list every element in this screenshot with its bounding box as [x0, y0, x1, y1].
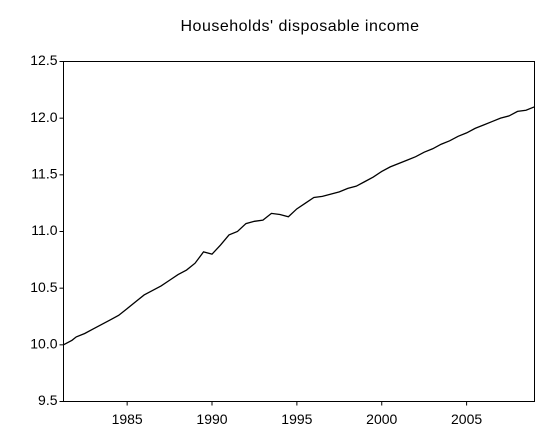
x-tick-label: 1985 [112, 411, 143, 427]
chart-title: Households' disposable income [180, 18, 419, 35]
x-tick-label: 1990 [196, 411, 227, 427]
x-tick-label: 2000 [366, 411, 397, 427]
y-tick-label: 11.5 [31, 166, 57, 182]
plot-frame [63, 61, 535, 402]
y-tick-label: 11.0 [31, 222, 57, 238]
y-tick-label: 10.0 [30, 336, 57, 352]
y-tick-label: 10.5 [30, 279, 57, 295]
x-tick-label: 2005 [451, 411, 482, 427]
x-tick-label: 1995 [281, 411, 312, 427]
y-tick-label: 12.0 [30, 109, 57, 125]
data-line [63, 106, 535, 346]
y-tick-label: 9.5 [38, 392, 58, 408]
y-tick-label: 12.5 [30, 52, 57, 68]
